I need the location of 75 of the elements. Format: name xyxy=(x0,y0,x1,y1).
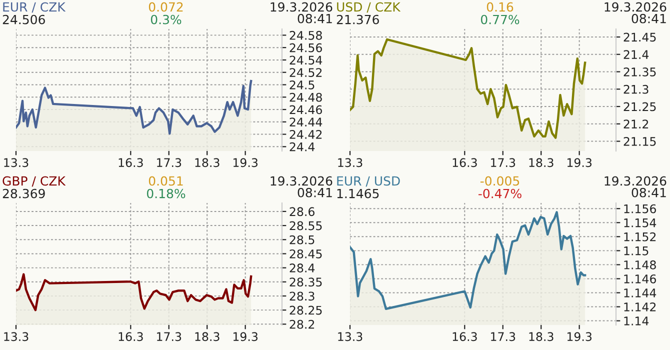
y-tick-label: 21.2 xyxy=(624,120,648,128)
chart-title: USD / CZK xyxy=(337,2,401,13)
y-tick-label: 1.144 xyxy=(624,288,656,298)
y-tick-label: 28.4 xyxy=(290,264,315,272)
y-tick-label: 21.45 xyxy=(624,32,656,42)
y-tick-label: 24.48 xyxy=(290,92,322,102)
x-tick-label: 16.3 xyxy=(452,332,477,342)
y-tick-label: 24.56 xyxy=(290,43,322,52)
x-tick-label: 19.3 xyxy=(233,158,258,168)
x-tick-label: 16.3 xyxy=(452,158,477,168)
y-tick-label: 1.146 xyxy=(624,274,656,284)
y-tick-label: 24.42 xyxy=(290,130,322,139)
y-tick-label: 24.44 xyxy=(290,118,322,126)
text: 19.3.2026 08:41 xyxy=(270,2,332,24)
x-tick-label: 17.3 xyxy=(157,158,182,168)
y-tick-label: 1.142 xyxy=(624,302,656,312)
y-tick-label: 28.5 xyxy=(290,235,314,244)
text: 28.369 xyxy=(2,188,45,198)
y-tick-label: 28.3 xyxy=(290,292,314,301)
x-tick-label: 17.3 xyxy=(491,332,516,342)
x-tick-label: 18.3 xyxy=(529,158,554,168)
text: -0.005 xyxy=(480,176,520,186)
y-tick-label: 28.25 xyxy=(290,306,322,315)
x-tick-label: 13.3 xyxy=(4,332,28,342)
text: 19.3.2026 08:41 xyxy=(604,2,666,24)
y-tick-label: 1.15 xyxy=(624,246,648,256)
y-tick-label: 21.15 xyxy=(624,136,656,146)
x-tick-label: 18.3 xyxy=(529,332,554,342)
text: 0.3% xyxy=(150,14,182,24)
y-tick-label: 1.154 xyxy=(624,218,656,228)
text: 1.1465 xyxy=(337,188,379,198)
y-tick-label: 21.3 xyxy=(624,84,648,94)
y-tick-label: 28.55 xyxy=(290,221,322,230)
text: 0.051 xyxy=(148,176,183,186)
text: 19.3.2026 08:41 xyxy=(270,176,332,198)
y-tick-label: 28.45 xyxy=(290,249,322,258)
x-tick-label: 17.3 xyxy=(491,158,516,168)
y-tick-label: 21.25 xyxy=(624,102,656,112)
chart-title: EUR / CZK xyxy=(3,2,66,13)
y-tick-label: 24.4 xyxy=(290,142,315,152)
x-tick-label: 16.3 xyxy=(118,158,143,168)
y-tick-label: 1.14 xyxy=(624,316,649,326)
y-tick-label: 24.52 xyxy=(290,68,322,78)
y-tick-label: 28.2 xyxy=(290,320,314,329)
x-tick-label: 19.3 xyxy=(567,332,592,342)
x-tick-label: 13.3 xyxy=(338,158,362,168)
y-tick-label: 21.35 xyxy=(624,67,656,76)
chart-title: EUR / USD xyxy=(337,176,400,187)
x-tick-label: 18.3 xyxy=(195,158,220,168)
y-tick-label: 1.152 xyxy=(624,232,656,242)
text: 19.3.2026 08:41 xyxy=(604,176,666,198)
x-tick-label: 17.3 xyxy=(157,332,182,342)
text: 24.506 xyxy=(2,14,45,24)
y-tick-label: 24.46 xyxy=(290,105,322,114)
x-tick-label: 16.3 xyxy=(118,332,143,342)
text: 0.16 xyxy=(486,2,514,12)
y-tick-label: 1.156 xyxy=(624,204,656,214)
x-tick-label: 19.3 xyxy=(567,158,592,168)
y-tick-label: 28.6 xyxy=(290,207,314,216)
y-tick-label: 24.54 xyxy=(290,56,322,65)
x-tick-label: 13.3 xyxy=(4,158,28,168)
x-tick-label: 19.3 xyxy=(233,332,258,342)
y-tick-label: 1.148 xyxy=(624,260,656,270)
chart-title: GBP / CZK xyxy=(2,176,66,187)
x-tick-label: 18.3 xyxy=(195,332,220,342)
y-tick-label: 21.4 xyxy=(624,50,649,59)
text: 0.77% xyxy=(480,14,520,24)
text: -0.47% xyxy=(478,188,522,198)
y-tick-label: 28.35 xyxy=(290,278,322,287)
text: 0.18% xyxy=(146,188,186,198)
y-tick-label: 24.58 xyxy=(290,30,322,40)
text: 0.072 xyxy=(148,2,183,12)
y-tick-label: 24.5 xyxy=(290,80,314,90)
x-tick-label: 13.3 xyxy=(338,332,362,342)
text: 21.376 xyxy=(336,14,379,24)
